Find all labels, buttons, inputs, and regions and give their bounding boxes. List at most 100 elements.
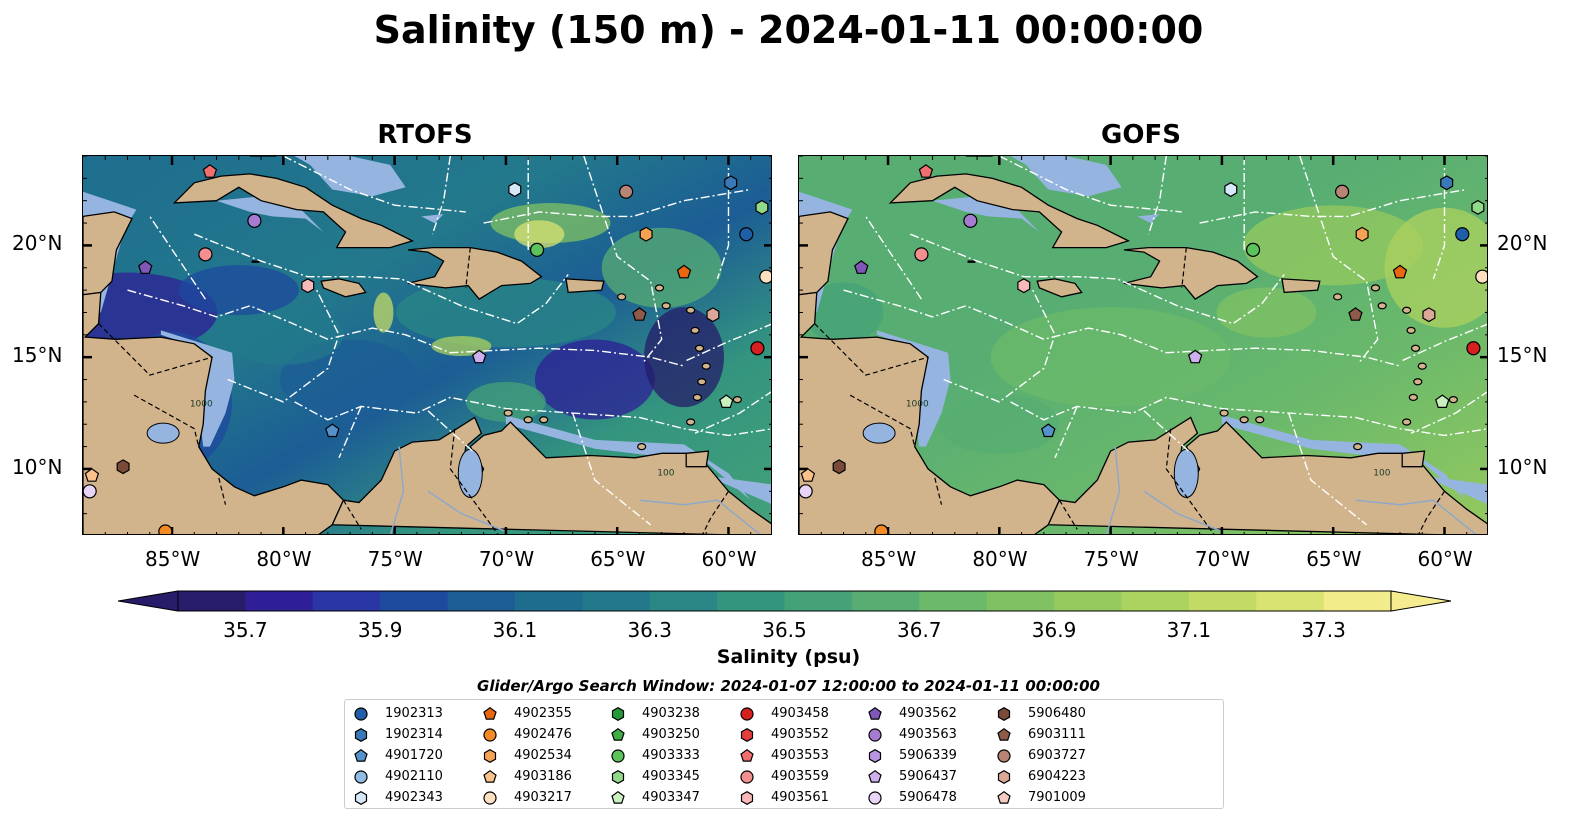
- float-marker-6904223[interactable]: [706, 307, 720, 323]
- hexagon-marker-icon: [611, 706, 625, 721]
- island: [1255, 416, 1265, 424]
- country-border: [449, 428, 499, 534]
- float-marker-4903217[interactable]: [759, 269, 772, 284]
- float-marker-4902355[interactable]: [676, 264, 692, 279]
- salinity-patch: [534, 339, 655, 420]
- hexagon-marker-icon: [354, 727, 368, 742]
- float-marker-4903458[interactable]: [750, 341, 765, 356]
- island: [1370, 284, 1381, 292]
- float-marker-4902534[interactable]: [1355, 226, 1369, 242]
- pentagon-marker-icon: [611, 790, 625, 804]
- float-marker-4903563[interactable]: [247, 213, 262, 228]
- float-marker-4903561[interactable]: [1017, 278, 1031, 294]
- float-marker-4902355[interactable]: [1392, 264, 1408, 279]
- legend-item: 5906478: [867, 787, 957, 808]
- float-marker-1902313[interactable]: [739, 227, 754, 242]
- float-marker-1902314[interactable]: [724, 175, 738, 191]
- float-marker-4901720[interactable]: [325, 423, 340, 438]
- legend-column: 4902355 4902476 4902534 4903186 4903217: [482, 703, 572, 808]
- salinity-patch: [223, 304, 344, 365]
- lon-tick-label: 60°W: [701, 547, 757, 571]
- legend-label: 4903250: [642, 727, 700, 742]
- land-yucatan: [799, 211, 849, 296]
- float-marker-6903111[interactable]: [1348, 307, 1363, 321]
- float-marker-4903333[interactable]: [1245, 242, 1261, 257]
- float-marker-5906480[interactable]: [116, 459, 130, 475]
- colorbar-over-arrow: [1390, 590, 1452, 612]
- float-marker-4903458[interactable]: [1466, 341, 1481, 356]
- float-marker-4903347[interactable]: [1435, 394, 1450, 408]
- lake-nicaragua: [146, 422, 180, 444]
- float-marker-6904223[interactable]: [1422, 307, 1436, 323]
- salinity-patch: [1243, 205, 1424, 286]
- float-marker-4903217[interactable]: [1475, 269, 1488, 284]
- float-marker-4903563[interactable]: [963, 213, 978, 228]
- float-marker-4903186[interactable]: [84, 468, 100, 482]
- float-marker-4903345[interactable]: [755, 199, 769, 215]
- float-marker-4901720[interactable]: [1041, 423, 1056, 438]
- legend-marker: [868, 790, 882, 805]
- country-border: [702, 490, 729, 534]
- colorbar-tick-label: 36.3: [627, 618, 672, 642]
- float-marker-4903553[interactable]: [202, 164, 218, 178]
- land-jamaica: [320, 278, 367, 298]
- legend-label: 4903458: [771, 706, 829, 721]
- legend-label: 4903345: [642, 769, 700, 784]
- float-marker-4903345[interactable]: [1471, 199, 1485, 215]
- legend-column: 4903238 4903250 4903333 4903345 4903347: [610, 703, 700, 808]
- legend-label: 4903186: [514, 769, 572, 784]
- hexagon-marker-icon: [483, 748, 497, 763]
- map-panel-rtofs[interactable]: 1000 100: [82, 155, 772, 535]
- float-marker-4902476[interactable]: [874, 524, 889, 535]
- legend-label: 6903727: [1028, 748, 1086, 763]
- float-marker-4903559[interactable]: [198, 247, 213, 262]
- float-marker-4902534[interactable]: [639, 226, 653, 242]
- float-marker-6903111[interactable]: [632, 307, 647, 321]
- float-marker-1902314[interactable]: [1440, 175, 1454, 191]
- float-marker-4902343[interactable]: [1224, 182, 1238, 198]
- colorbar-frame: [177, 590, 1392, 612]
- legend-column: 4903458 4903552 4903553 4903559 4903561: [739, 703, 829, 808]
- colorbar-segment: [447, 591, 516, 611]
- legend-label: 6903111: [1028, 727, 1086, 742]
- pentagon-marker-icon: [997, 790, 1011, 804]
- float-marker-5906437[interactable]: [471, 349, 487, 364]
- float-marker-4903562[interactable]: [138, 260, 153, 274]
- colorbar-segment: [1256, 591, 1325, 611]
- circle-marker-icon: [868, 727, 882, 742]
- float-marker-4903562[interactable]: [854, 260, 869, 274]
- eez-boundary: [1147, 156, 1167, 235]
- float-marker-4903559[interactable]: [914, 247, 929, 262]
- legend-marker: [740, 790, 754, 805]
- legend-item: 4903333: [610, 745, 700, 766]
- float-marker-4903347[interactable]: [719, 394, 734, 408]
- map-panel-gofs[interactable]: 1000 100: [798, 155, 1488, 535]
- float-marker-4903561[interactable]: [301, 278, 315, 294]
- legend-marker: [483, 790, 497, 805]
- float-marker-4903553[interactable]: [918, 164, 934, 178]
- float-marker-6903727[interactable]: [618, 184, 634, 199]
- float-marker-5906478[interactable]: [799, 484, 813, 499]
- legend-item: 4903345: [610, 766, 700, 787]
- legend-marker: [611, 727, 625, 741]
- country-border: [465, 247, 471, 288]
- float-marker-4903186[interactable]: [800, 468, 816, 482]
- island: [1333, 293, 1343, 301]
- float-marker-4902343[interactable]: [508, 182, 522, 198]
- eez-boundary: [431, 156, 451, 235]
- island: [692, 393, 702, 402]
- float-marker-6903727[interactable]: [1334, 184, 1350, 199]
- eez-boundary: [483, 188, 751, 224]
- float-marker-5906478[interactable]: [83, 484, 97, 499]
- shelf-bahama: [294, 156, 406, 197]
- land-cuba: [888, 173, 1131, 249]
- float-marker-4903333[interactable]: [529, 242, 545, 257]
- float-marker-5906480[interactable]: [832, 459, 846, 475]
- river: [1106, 446, 1121, 534]
- lon-tick-label: 85°W: [145, 547, 201, 571]
- float-marker-1902313[interactable]: [1455, 227, 1470, 242]
- float-marker-4902476[interactable]: [158, 524, 173, 535]
- float-marker-5906437[interactable]: [1187, 349, 1203, 364]
- legend-label: 4901720: [385, 748, 443, 763]
- contour-label: 1000: [190, 399, 213, 409]
